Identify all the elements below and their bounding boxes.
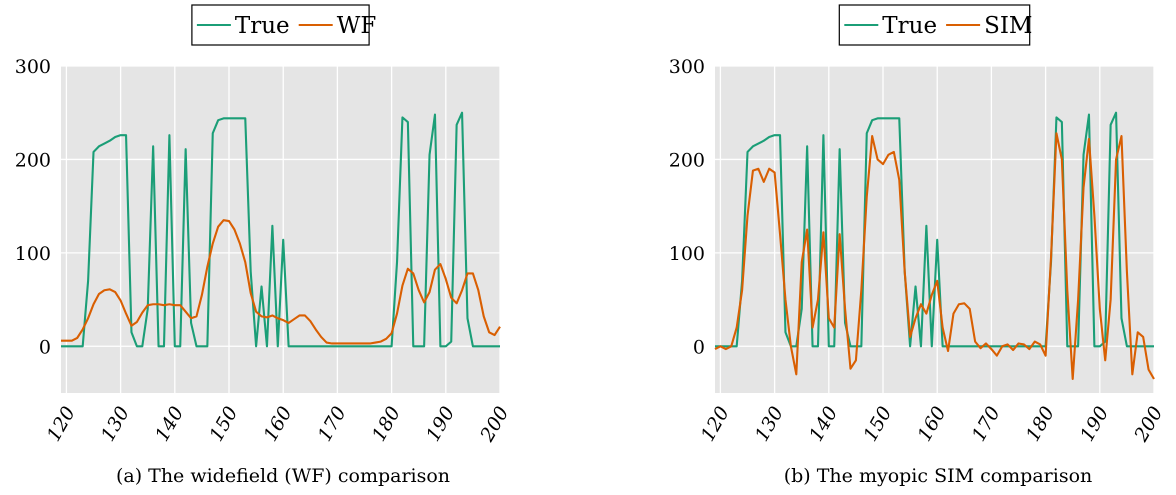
x-tick-label: 190: [422, 403, 459, 445]
series-line-sim: [714, 132, 1155, 381]
y-tick-label: 300: [669, 56, 705, 78]
legend-label-true: True: [882, 13, 937, 39]
x-tick-label: 150: [205, 403, 242, 445]
x-tick-label: 160: [913, 403, 950, 445]
x-tick-label: 180: [1022, 403, 1059, 445]
legend-box: [191, 4, 370, 46]
x-tick-label: 170: [314, 403, 351, 445]
series-line-wf: [61, 219, 501, 345]
y-tick-label: 300: [15, 56, 51, 78]
y-tick-label: 0: [39, 336, 51, 358]
panel-b: 0 100 200 300 120 130 140 150 160 170 180 190 200 Tru…: [669, 4, 1168, 487]
series-line-true: [61, 111, 500, 348]
y-tick-label: 100: [669, 243, 705, 265]
legend-label-wf: WF: [337, 13, 377, 39]
x-tick-label: 180: [368, 403, 405, 445]
y-tick-label: 100: [15, 243, 51, 265]
y-tick-label: 0: [693, 336, 705, 358]
y-tick-label: 200: [15, 149, 51, 171]
x-tick-label: 200: [476, 403, 514, 446]
x-tick-label: 140: [805, 403, 842, 445]
x-tick-label: 190: [1076, 403, 1113, 445]
x-tick-label: 120: [43, 403, 80, 445]
y-tick-label: 200: [669, 149, 705, 171]
x-tick-label: 200: [1130, 403, 1168, 446]
x-tick-label: 140: [151, 403, 188, 445]
x-tick-label: 150: [859, 403, 896, 445]
panel-a: 0 100 200 300 120 130 140 150 160 170 180 190 200 Tru…: [15, 4, 514, 487]
x-tick-label: 130: [97, 403, 134, 445]
x-tick-label: 160: [259, 403, 296, 445]
x-tick-label: 170: [968, 403, 1005, 445]
panel-caption: (b) The myopic SIM comparison: [784, 465, 1093, 487]
x-tick-label: 120: [697, 403, 734, 445]
legend-label-sim: SIM: [984, 13, 1032, 39]
legend-label-true: True: [235, 13, 290, 39]
panel-caption: (a) The widefield (WF) comparison: [116, 465, 450, 487]
x-tick-label: 130: [751, 403, 788, 445]
